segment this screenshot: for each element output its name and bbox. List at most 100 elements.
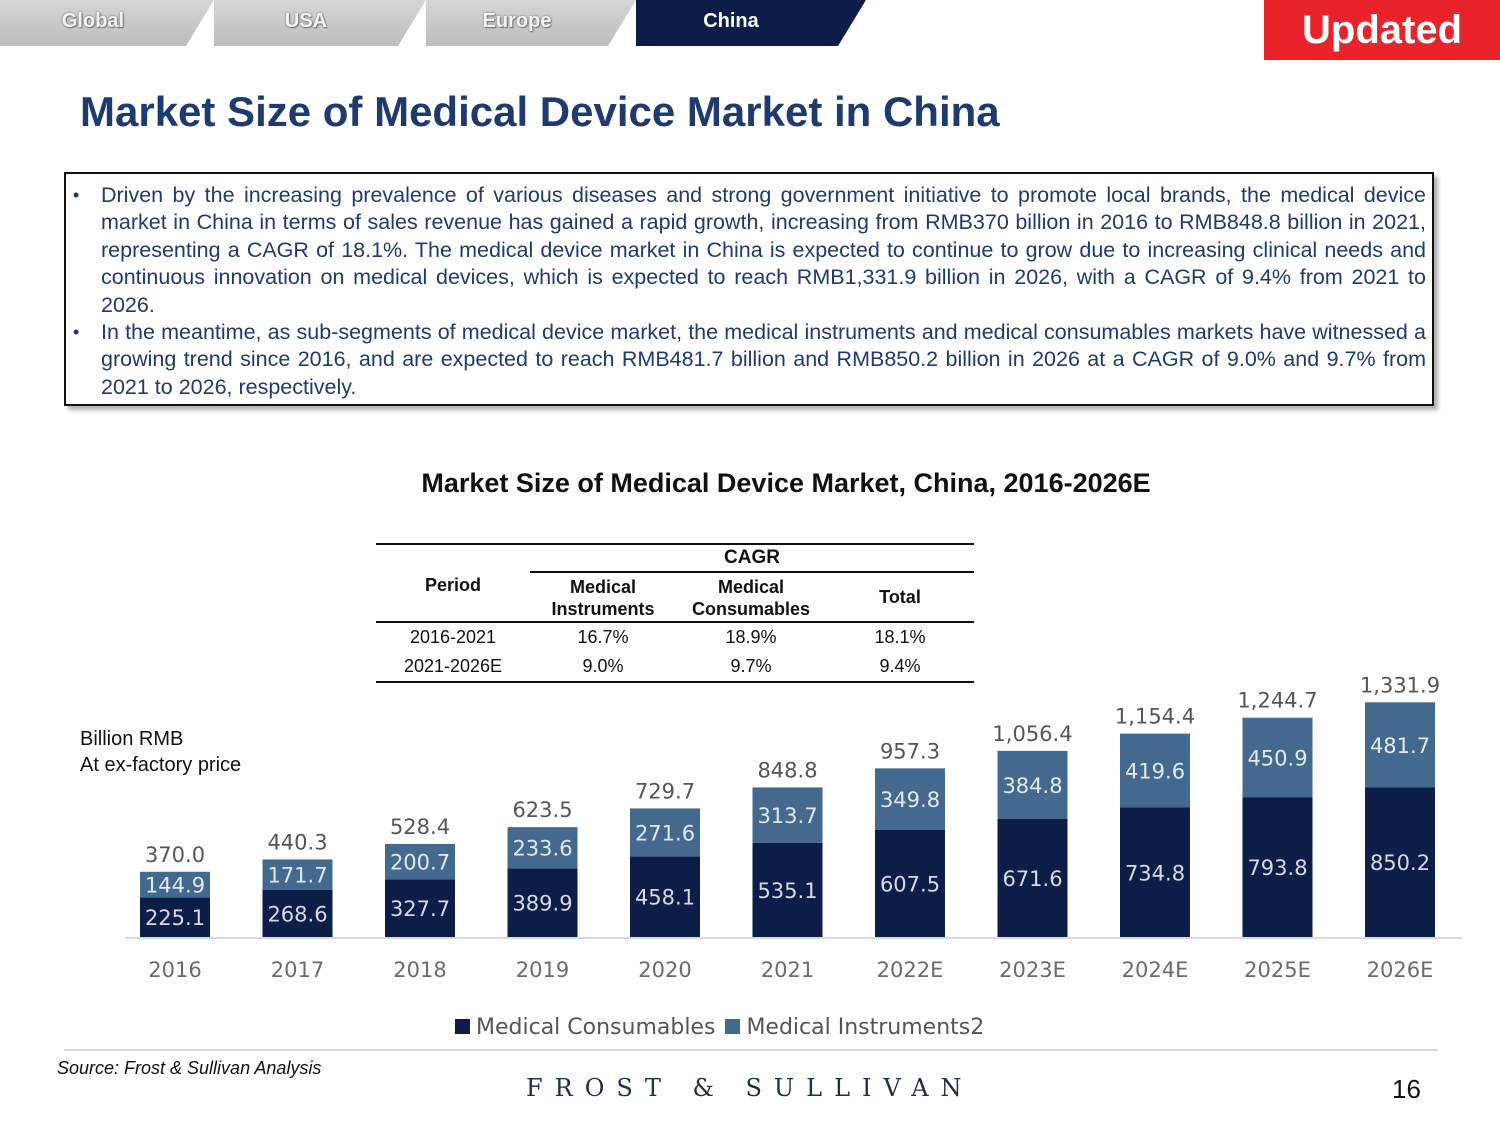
bar-consumables-2019 [507,868,578,937]
bar-instruments-2024E [1120,733,1190,808]
bar-instruments-2026E [1365,702,1435,788]
data-label-total: 623.5 [512,798,572,822]
data-label-total: 370.0 [145,843,205,867]
stacked-bar-chart: 225.1 144.9 370.0 2016 268.6 171.7 440.3 2017 32… [125,673,1462,982]
table-row: 2021-2026E 9.0% 9.7% 9.4% [376,652,974,682]
bar-consumables-2024E [1120,807,1190,937]
legend-label-instruments: Medical Instruments2 [746,1015,985,1040]
data-label-instruments: 481.7 [1370,734,1430,758]
cell-total: 9.4% [879,656,921,676]
data-label-instruments: 384.8 [1002,774,1062,798]
bar-instruments-2023E [997,750,1068,819]
summary-bullet: In the meantime, as sub-segments of medi… [73,319,1426,401]
tab-global-shape [0,0,214,46]
tab-label: USA [284,10,328,32]
x-tick-label: 2016 [148,958,201,982]
data-label-instruments: 271.6 [635,821,695,845]
table-row: 2016-2021 16.7% 18.9% 18.1% [376,622,974,652]
col-consumables-header: Medical Consumables [676,572,826,621]
bar-consumables-2021 [752,842,823,937]
cell-consumables: 9.7% [730,656,772,676]
data-label-instruments: 171.7 [267,864,327,888]
data-label-total: 848.8 [757,758,817,782]
updated-badge: Updated [1264,0,1500,60]
cagr-table: Period CAGR Medical Instruments Medical … [376,543,974,683]
bar-instruments-2018 [385,843,455,880]
x-tick-label: 2023E [999,958,1066,982]
data-label-instruments: 233.6 [512,837,572,861]
tab-europe-shape [426,0,636,46]
tab-global[interactable]: Global [0,0,214,46]
data-label-total: 1,244.7 [1237,689,1317,713]
data-label-consumables: 734.8 [1125,861,1185,885]
cell-period: 2016-2021 [409,627,497,647]
data-label-consumables: 268.6 [267,902,327,926]
x-tick-label: 2026E [1367,958,1434,982]
tab-china[interactable]: China [636,0,866,46]
bar-instruments-2016 [140,871,210,898]
tab-label: Europe [482,10,552,32]
summary-box: Driven by the increasing prevalence of v… [64,172,1434,406]
bar-instruments-2021 [752,787,823,843]
legend-item-instruments: Medical Instruments2 [725,1015,984,1040]
tab-europe[interactable]: Europe [426,0,636,46]
bar-instruments-2025E [1242,717,1313,798]
x-tick-label: 2024E [1122,958,1189,982]
bar-instruments-2020 [630,808,700,857]
bar-consumables-2025E [1242,797,1313,937]
data-label-instruments: 349.8 [880,788,940,812]
data-label-consumables: 850.2 [1370,851,1430,875]
bar-consumables-2023E [997,818,1068,937]
bar-consumables-2022E [875,829,945,937]
tab-label: China [703,10,759,32]
legend-item-consumables: Medical Consumables [455,1015,715,1040]
x-tick-label: 2021 [761,958,814,982]
x-tick-label: 2020 [638,958,691,982]
cell-consumables: 18.9% [725,627,777,647]
data-label-consumables: 458.1 [635,886,695,910]
bar-consumables-2026E [1365,787,1435,937]
data-label-total: 729.7 [635,779,695,803]
legend-label-consumables: Medical Consumables [476,1015,716,1040]
data-label-instruments: 419.6 [1125,760,1185,784]
cell-instruments: 16.7% [577,627,629,647]
tab-label: Global [61,10,125,32]
summary-bullet: Driven by the increasing prevalence of v… [73,182,1426,319]
data-label-consumables: 225.1 [145,906,205,930]
x-tick-label: 2019 [516,958,569,982]
bar-instruments-2019 [507,827,578,869]
data-label-instruments: 450.9 [1247,746,1307,770]
footer-divider [64,1049,1438,1051]
tab-usa[interactable]: USA [214,0,426,46]
data-label-instruments: 200.7 [390,851,450,875]
cagr-table-grid: Period CAGR Medical Instruments Medical … [376,543,974,683]
chart-title: Market Size of Medical Device Market, Ch… [421,468,1151,498]
x-tick-label: 2017 [271,958,324,982]
col-consumables-label: Medical Consumables [691,577,811,619]
col-instruments-header: Medical Instruments [530,572,676,621]
tab-usa-shape [214,0,426,46]
bar-consumables-2016 [140,897,210,937]
data-label-consumables: 793.8 [1247,856,1307,880]
data-label-consumables: 389.9 [512,892,572,916]
bar-consumables-2018 [385,879,455,937]
chart-legend: Medical Consumables Medical Instruments2 [455,1015,994,1040]
col-instruments-label: Medical Instruments [551,577,655,619]
data-label-total: 957.3 [880,739,940,763]
summary-list: Driven by the increasing prevalence of v… [73,182,1426,401]
legend-swatch-instruments [725,1019,741,1034]
x-tick-label: 2018 [393,958,446,982]
data-label-consumables: 607.5 [880,872,940,896]
cell-period: 2021-2026E [403,656,503,676]
frost-sullivan-logo: FROST & SULLIVAN [526,1074,974,1102]
data-label-total: 1,056.4 [992,722,1072,746]
data-label-consumables: 671.6 [1002,867,1062,891]
data-label-total: 440.3 [267,830,327,854]
data-label-total: 1,331.9 [1360,673,1440,697]
legend-swatch-consumables [455,1019,470,1034]
data-label-consumables: 535.1 [757,879,817,903]
bar-consumables-2020 [630,856,700,937]
tab-china-shape [636,0,866,46]
bar-instruments-2022E [875,768,945,830]
source-note: Source: Frost & Sullivan Analysis [57,1058,322,1078]
